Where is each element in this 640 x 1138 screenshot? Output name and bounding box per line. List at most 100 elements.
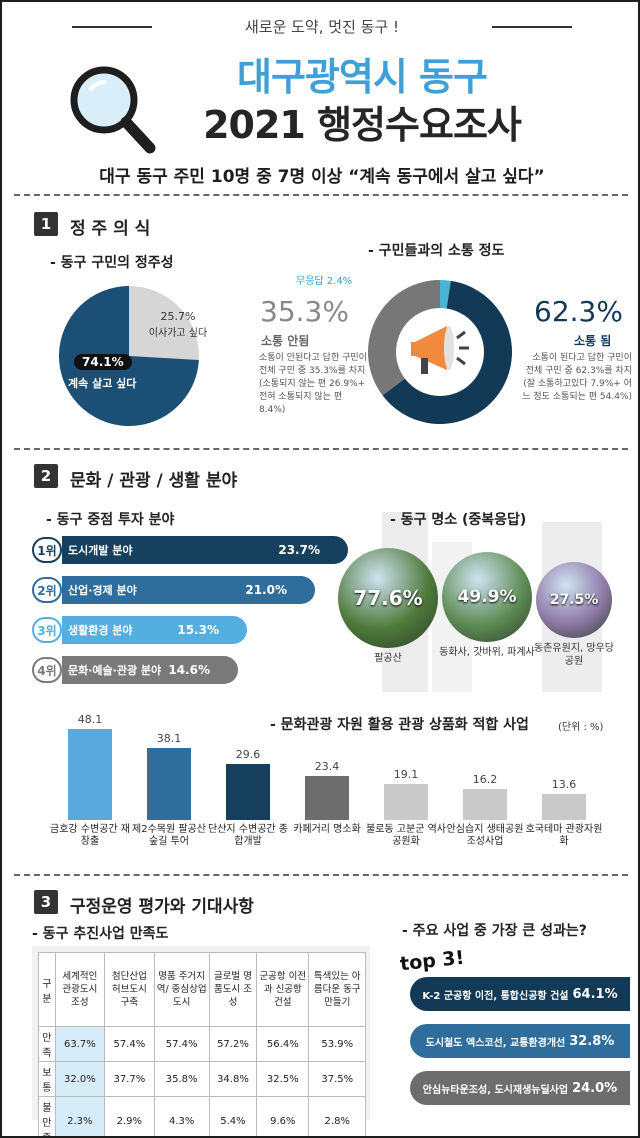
satisfaction-header: 군공항 이전과 신공항 건설 (256, 952, 310, 1027)
tourism-bar-value: 16.2 (472, 773, 498, 786)
landmark-label: 팔공산 (374, 653, 402, 664)
satisfaction-cell: 2.8% (308, 1096, 366, 1136)
tourism-bar-label: 불로동 고분군 역사공원화 (366, 824, 446, 847)
tourism-bar-label: 카페거리 명소화 (293, 824, 361, 835)
investment-value: 21.0% (245, 583, 287, 597)
investment-rank: 4위 (32, 657, 62, 683)
achievement-label: 안심뉴타운조성, 도시재생뉴딜사업 (422, 1084, 569, 1096)
satisfaction-header: 글로벌 명품도시 조성 (208, 952, 258, 1027)
investment-rank: 3위 (32, 617, 62, 643)
satisfaction-table: 구분 세계적인 관광도시 조성 첨단산업 허브도시 구축 명품 주거지역/ 중심상업 … (38, 952, 366, 1136)
no-communication-label: 소통 안됨 (261, 334, 310, 348)
investment-value: 15.3% (177, 623, 219, 637)
achievement-value: 24.0% (572, 1080, 618, 1096)
satisfaction-cell: 37.7% (104, 1061, 155, 1097)
satisfaction-header: 특색있는 아름다운 동구 만들기 (308, 952, 366, 1027)
section1-number: 1 (34, 212, 58, 236)
satisfaction-header: 첨단산업 허브도시 구축 (104, 952, 155, 1027)
achievements-subtitle: - 주요 사업 중 가장 큰 성과는? (402, 923, 587, 939)
achievement-value: 64.1% (572, 986, 618, 1002)
section1-title: 정 주 의 식 (70, 219, 151, 239)
tourism-bar-label: 단산지 수변공간 종합개발 (208, 824, 288, 847)
satisfaction-cell: 53.9% (308, 1026, 366, 1062)
satisfaction-header: 세계적인 관광도시 조성 (54, 952, 106, 1027)
satisfaction-cell: 5.4% (208, 1096, 258, 1136)
main-title-line2: 2021 행정수요조사 (203, 103, 522, 147)
tourism-bar-value: 29.6 (235, 748, 261, 761)
investment-bar: 1위 도시개발 분야 23.7% (32, 536, 348, 564)
satisfaction-cell: 56.4% (256, 1026, 310, 1062)
tourism-bar-label: 금호강 수변공간 재창출 (50, 824, 130, 847)
tourism-bar (68, 729, 112, 820)
investment-rank: 1위 (32, 537, 62, 563)
satisfaction-cell: 57.2% (208, 1026, 258, 1062)
satisfaction-cell: 32.0% (54, 1061, 106, 1097)
no-communication-desc: 소통이 안된다고 답한 구민이 전체 구민 중 35.3%를 차지 (소통되지 … (259, 353, 367, 415)
satisfaction-cell: 35.8% (153, 1061, 210, 1097)
investment-label: 생활환경 분야 (68, 624, 133, 637)
tourism-bar-label: 제2수목원 팔공산 숲길 투어 (132, 824, 206, 847)
section2-number: 2 (34, 464, 58, 488)
tagline: 새로운 도약, 멋진 동구 ! (244, 18, 400, 36)
investment-label: 산업·경제 분야 (68, 584, 137, 597)
tourism-bar (542, 794, 586, 820)
headline: 대구 동구 주민 10명 중 7명 이상 “계속 동구에서 살고 싶다” (99, 167, 545, 187)
satisfaction-row-label: 보통 (38, 1061, 56, 1097)
satisfaction-row: 불만족2.3%2.9%4.3%5.4%9.6%2.8% (38, 1096, 366, 1136)
investment-value: 23.7% (278, 543, 320, 557)
satisfaction-row: 보통 32.0% 37.7% 35.8% 34.8% 32.5% 37.5% (38, 1061, 366, 1097)
yes-communication-desc: 소통이 된다고 답한 구민이 전체 구민 중 62.3%를 차지 (잘 소통하고… (522, 353, 632, 402)
section2-title: 문화 / 관광 / 생활 분야 (70, 471, 238, 491)
tourism-bar (463, 789, 507, 820)
investment-rank: 2위 (32, 577, 62, 603)
tourism-bar-value: 19.1 (393, 768, 419, 781)
tourism-bar-label: 안심습지 생태공원 조성사업 (446, 824, 524, 847)
satisfaction-cell: 34.8% (208, 1061, 258, 1097)
main-title-line1: 대구광역시 동구 (237, 55, 488, 99)
satisfaction-row-label: 만족 (38, 1026, 56, 1062)
satisfaction-cell: 2.9% (104, 1096, 155, 1136)
magnifier-icon (70, 66, 156, 154)
satisfaction-cell: 32.5% (256, 1061, 310, 1097)
satisfaction-subtitle: - 동구 추진사업 만족도 (32, 926, 169, 942)
no-answer-label: 무응답 2.4% (296, 276, 353, 287)
achievement-item: K-2 군공항 이전, 통합신공항 건설 64.1% (410, 977, 630, 1011)
achievement-item: 안심뉴타운조성, 도시재생뉴딜사업 24.0% (410, 1071, 630, 1105)
section-divider (14, 448, 628, 450)
tagline-rule-left (72, 26, 152, 28)
landmark-label: 동촌유원지, 망우당 공원 (534, 643, 614, 667)
section3-number: 3 (34, 890, 58, 914)
satisfaction-header: 명품 주거지역/ 중심상업 도시 (153, 952, 210, 1027)
landmark-photo-circle: 49.9% (442, 552, 532, 642)
stay-value: 74.1% (74, 354, 132, 370)
satisfaction-row-label: 불만족 (38, 1096, 56, 1136)
top3-label: top 3! (399, 946, 466, 976)
tourism-bar (384, 784, 428, 820)
landmarks-subtitle: - 동구 명소 (중복응답) (390, 512, 527, 528)
tourism-bar-value: 38.1 (156, 732, 182, 745)
landmark-label: 동화사, 갓바위, 파계사 (439, 647, 535, 658)
satisfaction-row: 만족 63.7% 57.4% 57.4% 57.2% 56.4% 53.9% (38, 1026, 366, 1062)
tagline-rule-right (492, 26, 572, 28)
tourism-bar (226, 764, 270, 820)
achievement-label: K-2 군공항 이전, 통합신공항 건설 (422, 990, 569, 1002)
satisfaction-cell: 63.7% (54, 1026, 106, 1062)
investment-label: 도시개발 분야 (68, 544, 133, 557)
investment-subtitle: - 동구 중점 투자 분야 (46, 512, 175, 528)
megaphone-icon (411, 326, 469, 374)
yes-communication-label: 소통 됨 (574, 334, 612, 348)
residency-subtitle: - 동구 구민의 정주성 (50, 255, 174, 271)
tourism-bar (147, 748, 191, 820)
achievement-label: 도시철도 엑스코선, 교통환경개선 (425, 1037, 566, 1049)
no-communication-value: 35.3% (260, 295, 349, 328)
satisfaction-cell: 9.6% (256, 1096, 310, 1136)
satisfaction-cell: 57.4% (104, 1026, 155, 1062)
investment-bar: 2위 산업·경제 분야 21.0% (32, 576, 315, 604)
tourism-bar-label: 호국테마 관광자원화 (525, 824, 603, 847)
satisfaction-header-row: 구분 세계적인 관광도시 조성 첨단산업 허브도시 구축 명품 주거지역/ 중심상업 … (38, 952, 366, 1027)
section3-title: 구정운영 평가와 기대사항 (70, 897, 254, 917)
landmark-photo-circle: 27.5% (536, 562, 612, 638)
investment-label: 문화·예술·관광 분야 (68, 664, 162, 677)
section-divider (14, 874, 628, 876)
